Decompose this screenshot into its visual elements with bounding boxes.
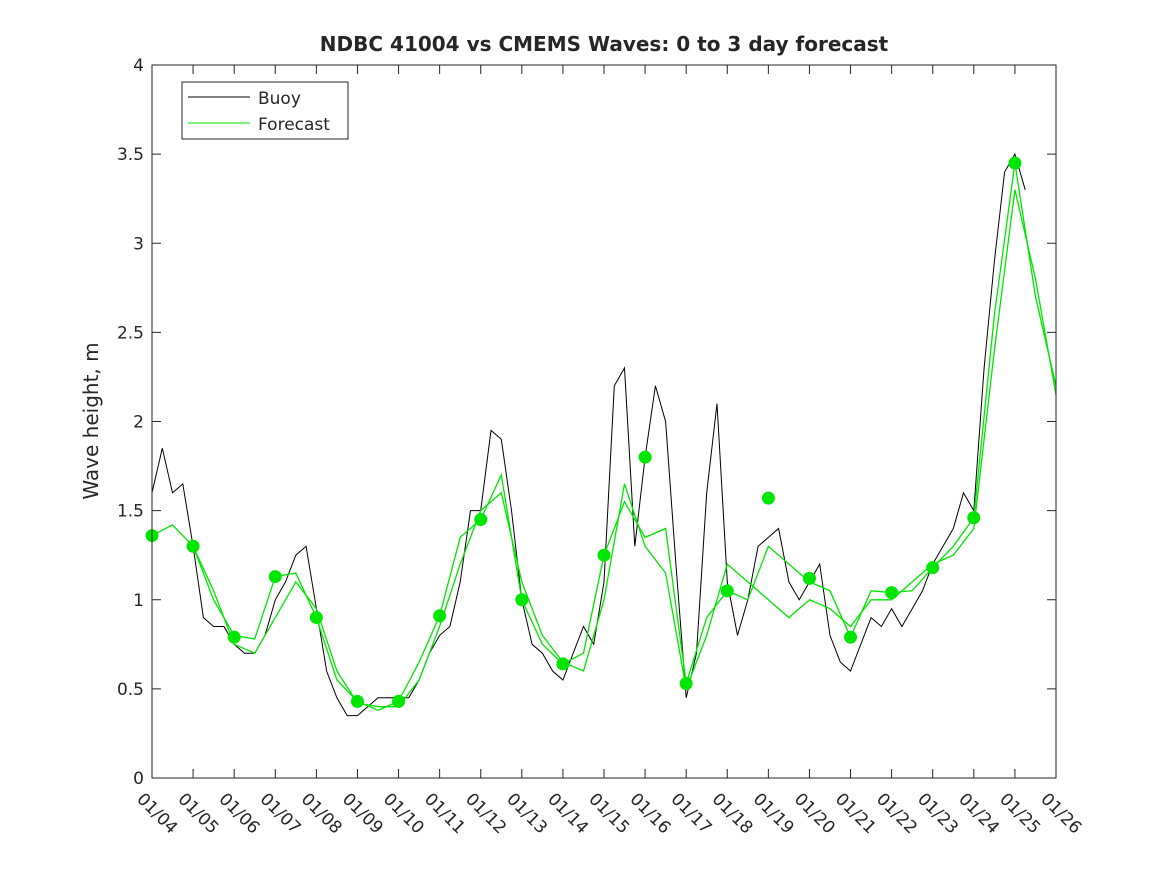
forecast-marker <box>761 491 775 505</box>
forecast-line-2 <box>192 189 1057 708</box>
legend: Buoy Forecast <box>181 81 349 140</box>
y-tick-label: 0 <box>133 769 144 789</box>
forecast-marker <box>186 539 200 553</box>
forecast-marker <box>474 513 488 527</box>
forecast-marker <box>392 694 406 708</box>
y-tick-label: 0.5 <box>117 680 144 700</box>
forecast-marker <box>926 561 940 575</box>
y-tick-label: 2.5 <box>117 323 144 343</box>
forecast-marker <box>885 586 899 600</box>
forecast-marker <box>802 571 816 585</box>
forecast-marker <box>433 609 447 623</box>
legend-buoy-label: Buoy <box>258 89 301 109</box>
legend-box <box>181 81 349 140</box>
forecast-marker <box>844 630 858 644</box>
y-tick-label: 2 <box>133 413 144 433</box>
y-tick-label: 3.5 <box>117 145 144 165</box>
y-axis-label: Wave height, m <box>79 342 103 499</box>
forecast-marker <box>556 657 570 671</box>
legend-forecast-label: Forecast <box>258 115 330 135</box>
forecast-marker <box>268 570 282 584</box>
buoy-line <box>151 152 1026 717</box>
forecast-marker <box>638 450 652 464</box>
forecast-marker <box>679 677 693 691</box>
forecast-marker <box>227 630 241 644</box>
y-tick-label: 1.5 <box>117 502 144 522</box>
forecast-marker <box>720 584 734 598</box>
forecast-marker <box>597 548 611 562</box>
forecast-marker <box>309 611 323 625</box>
chart-title: NDBC 41004 vs CMEMS Waves: 0 to 3 day fo… <box>320 32 889 56</box>
y-tick-label: 3 <box>133 234 144 254</box>
forecast-marker <box>515 593 529 607</box>
y-tick-label: 4 <box>133 56 144 76</box>
forecast-marker <box>350 694 364 708</box>
y-tick-label: 1 <box>133 591 144 611</box>
forecast-marker <box>1008 156 1022 170</box>
forecast-marker <box>967 511 981 525</box>
